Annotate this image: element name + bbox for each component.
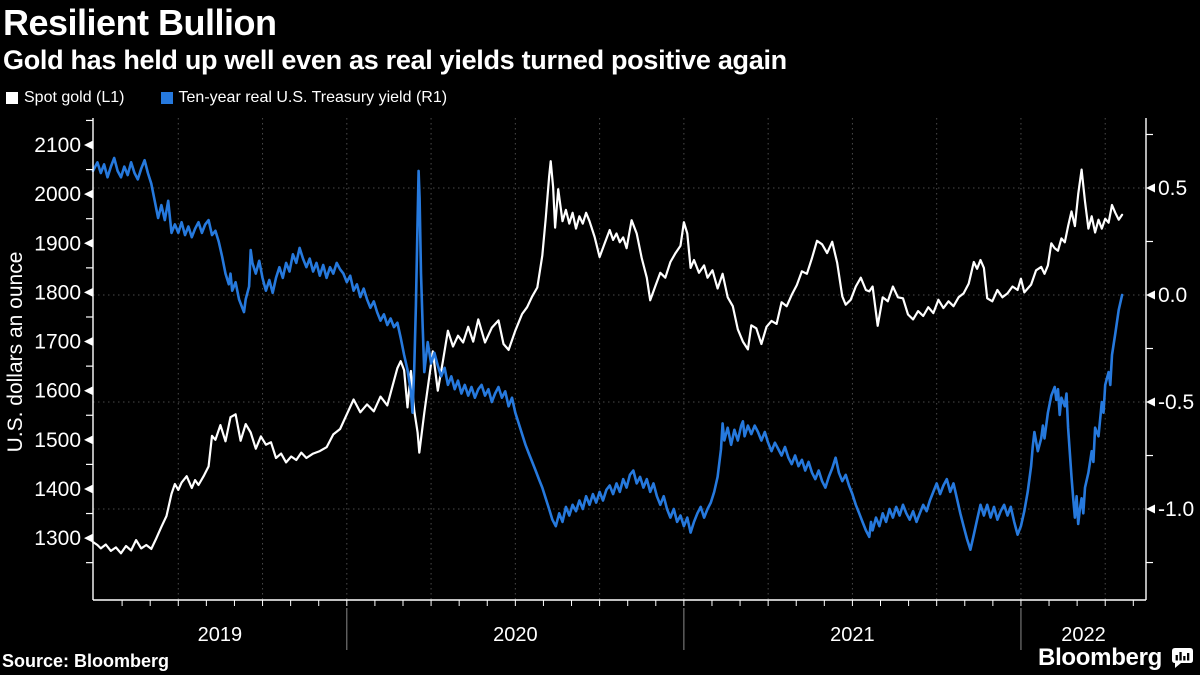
legend-item-spot-gold: Spot gold (L1) <box>6 89 125 107</box>
svg-text:2019: 2019 <box>198 624 243 646</box>
spot-gold-line <box>91 160 1124 555</box>
monthly-ticks <box>121 600 1134 606</box>
svg-text:1500: 1500 <box>34 429 81 452</box>
svg-text:1300: 1300 <box>34 527 81 550</box>
svg-text:1600: 1600 <box>34 380 81 403</box>
svg-text:2000: 2000 <box>34 183 81 206</box>
svg-text:-1.0: -1.0 <box>1158 498 1194 521</box>
bloomberg-logo: Bloomberg <box>1038 644 1194 672</box>
real-yield-swatch-icon <box>160 92 173 104</box>
chart-subtitle: Gold has held up well even as real yield… <box>3 45 787 75</box>
source-credit: Source: Bloomberg <box>2 651 170 671</box>
right-axis-ticks: 0.5 0.0 -0.5 -1.0 <box>1146 133 1194 564</box>
svg-text:2022: 2022 <box>1061 624 1106 646</box>
svg-text:2021: 2021 <box>830 624 875 646</box>
axes <box>92 118 1147 601</box>
legend-item-real-yield: Ten-year real U.S. Treasury yield (R1) <box>160 89 448 107</box>
legend-label-spot-gold: Spot gold (L1) <box>24 89 125 106</box>
svg-text:2020: 2020 <box>493 624 538 646</box>
svg-text:2100: 2100 <box>34 134 81 157</box>
svg-text:1400: 1400 <box>34 478 81 501</box>
bloomberg-wordmark: Bloomberg <box>1038 644 1162 671</box>
vertical-quarter-gridlines <box>177 118 1106 600</box>
spot-gold-swatch-icon <box>6 92 18 104</box>
legend-label-real-yield: Ten-year real U.S. Treasury yield (R1) <box>178 89 448 106</box>
horizontal-gridlines <box>93 187 1146 510</box>
left-axis-ticks: 2100 2000 1900 1800 1700 1600 1500 1400 1300 <box>34 119 93 564</box>
svg-text:U.S. dollars an ounce: U.S. dollars an ounce <box>4 252 27 453</box>
bloomberg-chart-bubble-icon <box>1172 648 1193 668</box>
legend: Spot gold (L1) Ten-year real U.S. Treasu… <box>6 89 447 107</box>
left-axis-title: U.S. dollars an ounce <box>4 252 27 453</box>
svg-text:-0.5: -0.5 <box>1158 391 1194 414</box>
svg-text:1700: 1700 <box>34 331 81 354</box>
real-yield-line <box>91 156 1124 552</box>
svg-text:0.5: 0.5 <box>1158 177 1187 200</box>
svg-text:1900: 1900 <box>34 232 81 255</box>
chart-title: Resilient Bullion <box>3 2 277 43</box>
svg-text:1800: 1800 <box>34 281 81 304</box>
svg-text:0.0: 0.0 <box>1158 284 1187 307</box>
year-axis-labels: 2019 2020 2021 2022 <box>198 608 1106 650</box>
